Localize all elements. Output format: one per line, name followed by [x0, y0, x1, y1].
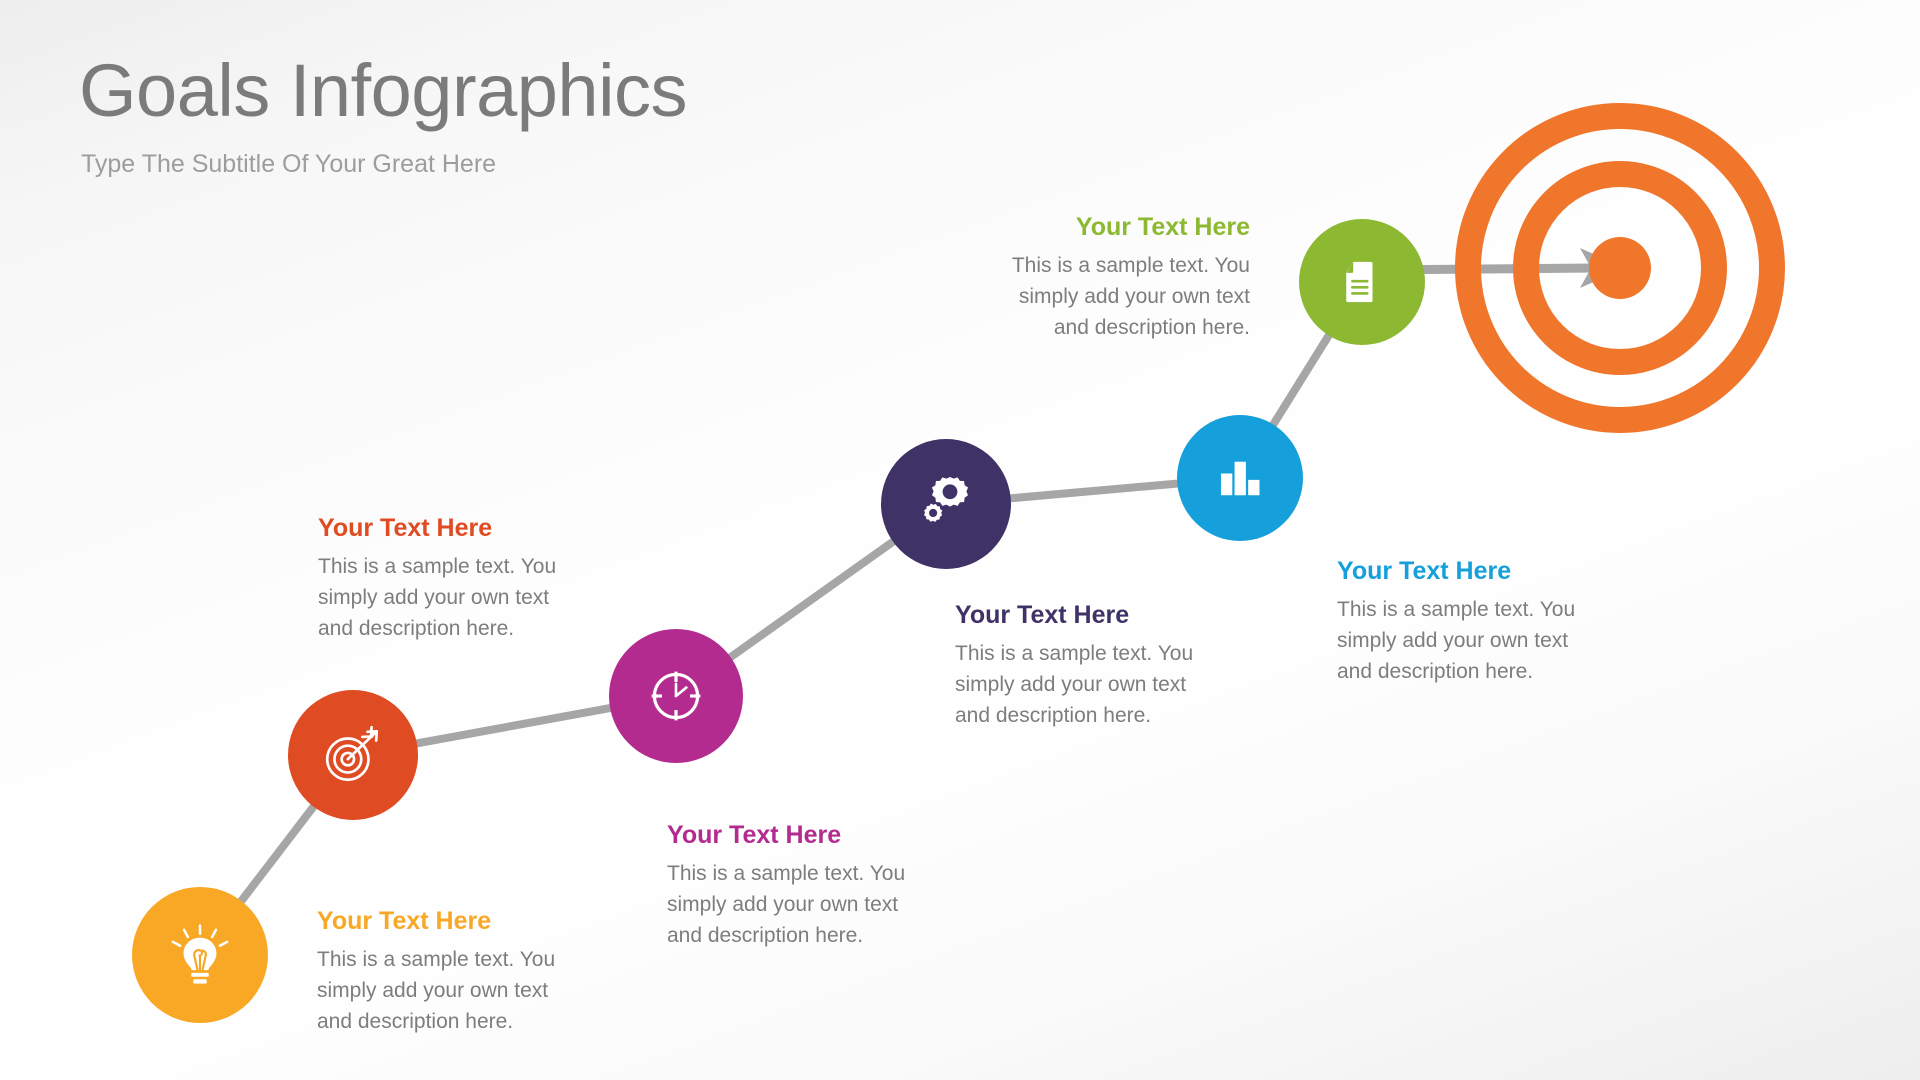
page-subtitle: Type The Subtitle Of Your Great Here — [81, 150, 497, 178]
text-block-process: Your Text Here This is a sample text. Yo… — [955, 600, 1225, 731]
text-block-report-body: This is a sample text. You simply add yo… — [980, 250, 1250, 343]
text-block-process-heading: Your Text Here — [955, 601, 1130, 629]
text-line: This is a sample text. You — [667, 862, 906, 885]
text-block-analytics-body: This is a sample text. You simply add yo… — [1337, 594, 1607, 687]
text-line: and description here. — [955, 704, 1152, 727]
node-time[interactable] — [609, 629, 743, 763]
text-line: and description here. — [667, 924, 864, 947]
text-block-idea-body: This is a sample text. You simply add yo… — [317, 944, 587, 1037]
text-block-target-heading: Your Text Here — [318, 514, 493, 542]
node-analytics[interactable] — [1177, 415, 1303, 541]
text-block-target-body: This is a sample text. You simply add yo… — [318, 551, 588, 644]
text-block-idea: Your Text Here This is a sample text. Yo… — [317, 906, 587, 1037]
target-arrow-icon — [325, 725, 379, 782]
gears-icon — [923, 477, 969, 522]
text-line: This is a sample text. You — [1011, 254, 1250, 277]
text-line: simply add your own text — [667, 893, 899, 916]
node-target[interactable] — [288, 690, 418, 820]
bullseye-target-icon — [1455, 103, 1785, 433]
node-report[interactable] — [1299, 219, 1425, 345]
text-line: simply add your own text — [318, 586, 550, 609]
text-line: and description here. — [1053, 316, 1250, 339]
text-block-analytics: Your Text Here This is a sample text. Yo… — [1337, 556, 1607, 687]
text-line: simply add your own text — [955, 673, 1187, 696]
text-line: and description here. — [1337, 660, 1534, 683]
text-line: This is a sample text. You — [1337, 598, 1576, 621]
text-line: simply add your own text — [1337, 629, 1569, 652]
node-process[interactable] — [881, 439, 1011, 569]
bar-chart-icon — [1220, 461, 1260, 496]
node-idea[interactable] — [132, 887, 268, 1023]
text-block-report-heading: Your Text Here — [1075, 213, 1250, 241]
slide-header: Goals Infographics Type The Subtitle Of … — [79, 48, 1179, 180]
text-block-report: Your Text Here This is a sample text. Yo… — [980, 212, 1250, 343]
text-line: simply add your own text — [1018, 285, 1250, 308]
document-icon — [1346, 261, 1373, 303]
page-title: Goals Infographics — [79, 49, 688, 132]
text-block-target: Your Text Here This is a sample text. Yo… — [318, 513, 588, 644]
text-block-idea-heading: Your Text Here — [317, 907, 492, 935]
text-block-process-body: This is a sample text. You simply add yo… — [955, 638, 1225, 731]
text-line: This is a sample text. You — [955, 642, 1194, 665]
text-block-analytics-heading: Your Text Here — [1337, 557, 1512, 585]
text-line: This is a sample text. You — [318, 555, 557, 578]
text-block-time-heading: Your Text Here — [667, 821, 842, 849]
text-line: simply add your own text — [317, 979, 549, 1002]
clock-icon — [651, 671, 701, 721]
text-block-time: Your Text Here This is a sample text. Yo… — [667, 820, 937, 951]
text-line: and description here. — [318, 617, 515, 640]
text-line: This is a sample text. You — [317, 948, 556, 971]
lightbulb-icon — [171, 924, 229, 984]
text-line: and description here. — [317, 1010, 514, 1033]
text-block-time-body: This is a sample text. You simply add yo… — [667, 858, 937, 951]
